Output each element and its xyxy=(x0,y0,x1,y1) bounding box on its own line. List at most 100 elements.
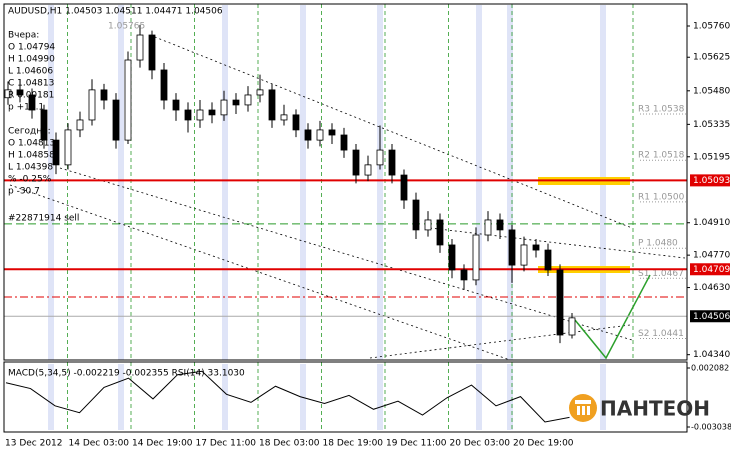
candle-body xyxy=(448,244,456,271)
candle-body xyxy=(100,89,108,101)
candle-body xyxy=(76,119,84,131)
info-line: H 1.04858 xyxy=(8,151,55,161)
trend-lines xyxy=(9,34,686,361)
candle-body xyxy=(16,89,24,96)
candle-body xyxy=(280,114,288,121)
info-line: Вчера: xyxy=(8,31,39,41)
y-tick-label: 1.04770 xyxy=(693,251,730,261)
x-tick-label: 14 Dec 19:00 xyxy=(132,439,193,449)
candle-body xyxy=(496,219,504,231)
candle-body xyxy=(4,89,12,99)
level-box xyxy=(690,263,730,276)
y-tick-label: 1.04910 xyxy=(693,218,730,228)
order-label: #22871914 sell xyxy=(8,213,79,223)
info-line: C 1.04813 xyxy=(8,79,54,89)
candle-body xyxy=(412,199,420,231)
forecast-arrow xyxy=(574,274,651,360)
candle-body xyxy=(460,269,468,281)
info-line: R 0.00181 xyxy=(8,91,54,101)
pivot-label: R3 1.0538 xyxy=(638,104,685,114)
candle-body xyxy=(220,99,228,116)
candle-body xyxy=(520,244,528,266)
macd-tick-label: -0.003038 xyxy=(691,423,731,432)
info-line: H 1.04990 xyxy=(8,55,55,65)
candle-body xyxy=(436,219,444,246)
candle-body xyxy=(400,174,408,201)
macd-tick-label: 0.002082 xyxy=(691,364,729,373)
candle-body xyxy=(208,109,216,116)
info-line: % -0.25% xyxy=(8,175,52,185)
pivot-label: R1 1.0500 xyxy=(638,192,685,202)
candle-body xyxy=(124,59,132,141)
x-tick-label: 20 Dec 19:00 xyxy=(513,439,574,449)
level-label: 1.05093 xyxy=(693,176,730,186)
y-tick-label: 1.05195 xyxy=(693,152,730,162)
candle-body xyxy=(112,99,120,141)
high-label: 1.05765 xyxy=(108,22,145,32)
candle-body xyxy=(52,139,60,166)
x-tick-label: 20 Dec 03:00 xyxy=(450,439,511,449)
candle-body xyxy=(472,234,480,281)
x-tick-label: 19 Dec 11:00 xyxy=(386,439,447,449)
candle-body xyxy=(364,164,372,176)
info-line: L 1.04606 xyxy=(8,67,53,77)
candle-body xyxy=(328,129,336,136)
pivot-label: S1 1.0467 xyxy=(638,269,684,279)
info-line: O 1.04813 xyxy=(8,139,55,149)
candle-body xyxy=(352,149,360,176)
candle-body xyxy=(484,219,492,236)
candle-body xyxy=(232,99,240,106)
candle-body xyxy=(376,149,384,166)
plot-frame xyxy=(3,3,688,361)
info-line: p -30.7 xyxy=(8,187,40,197)
y-tick-label: 1.04340 xyxy=(693,350,730,360)
candle-body xyxy=(172,99,180,111)
current-label: 1.04506 xyxy=(693,312,730,322)
y-tick-label: 1.05335 xyxy=(693,120,730,130)
candle-body xyxy=(508,229,516,266)
candle-body xyxy=(244,94,252,106)
macd-frame xyxy=(3,361,688,433)
candle-body xyxy=(136,34,144,61)
candle-body xyxy=(424,219,432,231)
candle-body xyxy=(184,109,192,121)
y-tick-label: 1.05625 xyxy=(693,53,730,63)
x-tick-label: 17 Dec 11:00 xyxy=(196,439,257,449)
logo: ПАНТЕОН xyxy=(569,394,710,422)
y-tick-label: 1.04630 xyxy=(693,283,730,293)
current-box xyxy=(690,310,730,323)
candle-body xyxy=(340,134,348,151)
macd-title: MACD(5,34,5) -0.002219 -0.002355 RSI(14)… xyxy=(8,369,245,379)
y-tick-label: 1.05480 xyxy=(693,86,730,96)
y-tick-label: 1.05760 xyxy=(693,21,730,31)
candle-body xyxy=(268,89,276,121)
candle-body xyxy=(256,89,264,96)
candle-body xyxy=(544,249,552,271)
info-line: Сегодня: xyxy=(8,127,51,137)
candle-body xyxy=(40,109,48,141)
candle-body xyxy=(292,114,300,131)
candle-body xyxy=(316,129,324,141)
candle-body xyxy=(304,129,312,141)
candle-body xyxy=(88,89,96,121)
candle-body xyxy=(568,317,576,336)
x-tick-label: 13 Dec 2012 xyxy=(5,439,63,449)
macd-line xyxy=(5,370,570,423)
candle-body xyxy=(388,149,396,176)
candle-body xyxy=(196,109,204,121)
candle-body xyxy=(556,269,564,336)
pivot-label: P 1.0480 xyxy=(638,239,678,249)
candle-body xyxy=(148,34,156,71)
candle-body xyxy=(532,244,540,251)
info-line: L 1.04398 xyxy=(8,163,53,173)
x-tick-label: 18 Dec 03:00 xyxy=(259,439,320,449)
candle-body xyxy=(64,129,72,166)
info-line: p +18.1 xyxy=(8,103,44,113)
level-box xyxy=(690,174,730,187)
candle-body xyxy=(28,94,36,111)
x-tick-label: 14 Dec 03:00 xyxy=(69,439,130,449)
x-tick-label: 18 Dec 19:00 xyxy=(323,439,384,449)
pivot-label: S2 1.0441 xyxy=(638,329,684,339)
